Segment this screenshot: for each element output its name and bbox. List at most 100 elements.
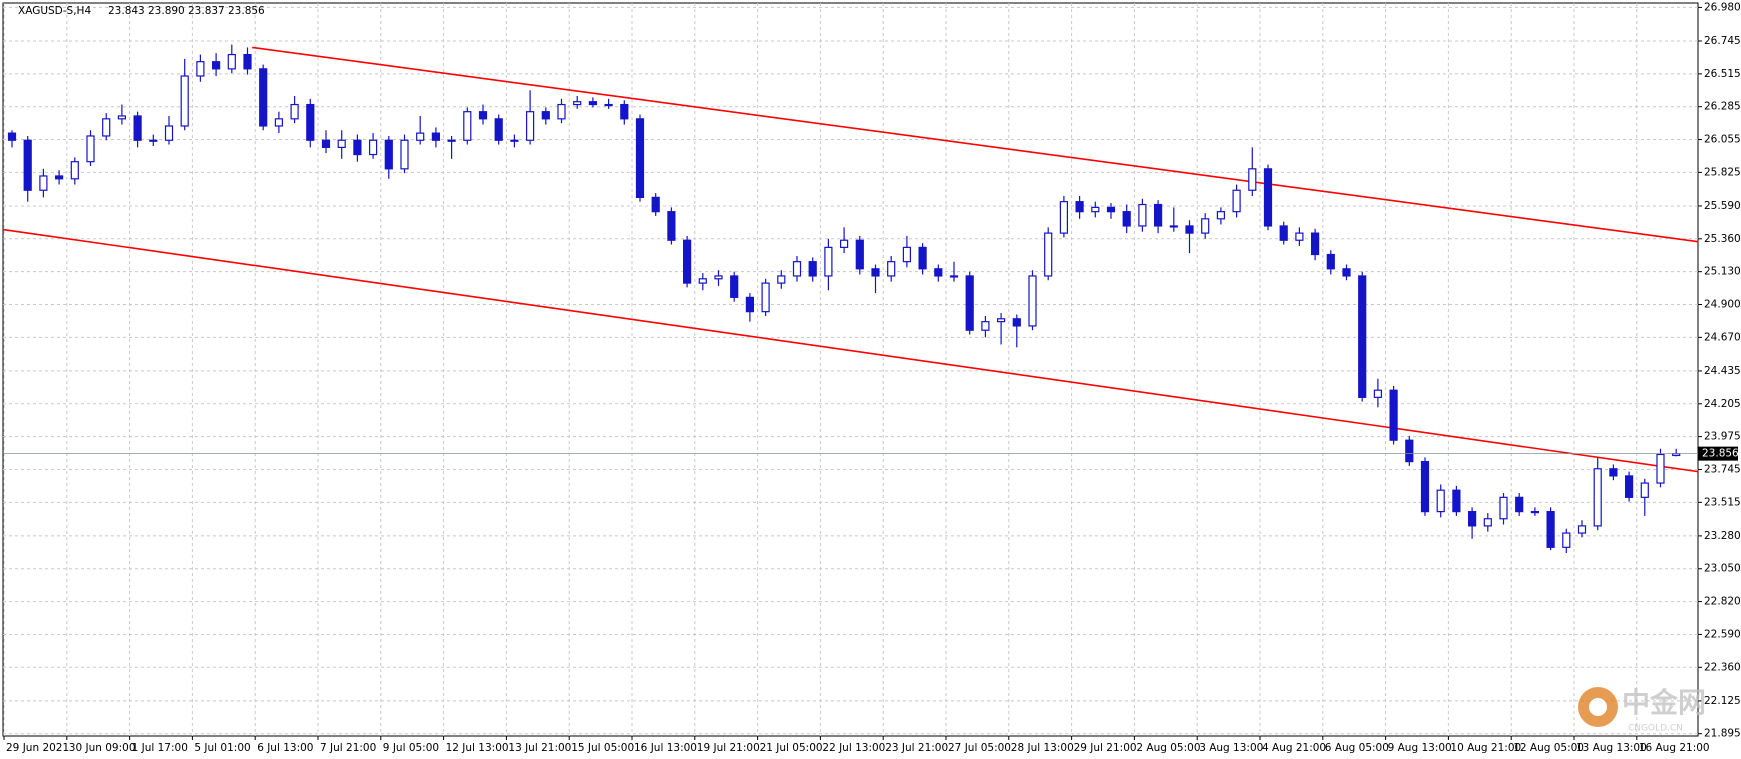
candle-body: [1122, 211, 1131, 227]
candle-body: [1028, 275, 1037, 327]
y-tick-label: 24.205: [1704, 398, 1741, 410]
candle-body: [745, 296, 755, 313]
candle-body: [102, 118, 111, 137]
y-tick-label: 22.590: [1704, 628, 1741, 640]
candle-body: [1138, 203, 1147, 227]
trendline: [2, 228, 1699, 473]
candle-body: [1609, 468, 1618, 477]
candle-body: [1420, 461, 1430, 513]
candle-body: [23, 139, 32, 191]
y-tick-label: 23.975: [1704, 431, 1741, 443]
y-tick-label: 26.285: [1704, 101, 1741, 113]
x-tick-label: 13 Jul 21:00: [508, 742, 571, 754]
y-tick-label: 23.745: [1704, 463, 1741, 475]
candles: [7, 44, 1681, 554]
candle-body: [1326, 253, 1335, 270]
candle-body: [1546, 511, 1555, 548]
candle-body: [1169, 225, 1178, 228]
candle-body: [808, 261, 817, 277]
candle-body: [180, 75, 189, 127]
candle-body: [1044, 232, 1053, 277]
candle-body: [620, 103, 629, 120]
y-tick-label: 26.055: [1704, 134, 1741, 146]
candle-body: [290, 103, 299, 120]
candle-body: [1358, 275, 1367, 398]
candle-body: [839, 239, 849, 248]
candle-body: [761, 282, 770, 313]
x-tick-label: 5 Jul 01:00: [194, 742, 250, 754]
candle-body: [651, 196, 660, 213]
y-tick-label: 26.745: [1704, 35, 1741, 47]
candle-body: [1405, 439, 1414, 463]
candle-body: [259, 68, 268, 127]
x-tick-label: 29 Jul 21:00: [1074, 742, 1137, 754]
x-tick-label: 27 Jul 05:00: [948, 742, 1011, 754]
y-tick-label: 23.280: [1704, 530, 1741, 542]
candle-body: [7, 132, 17, 141]
candle-body: [463, 111, 472, 141]
grid: [3, 3, 1698, 736]
candle-body: [369, 139, 378, 156]
candle-body: [918, 246, 927, 270]
watermark-sub: CNGOLD.CN: [1628, 724, 1683, 734]
x-tick-label: 12 Aug 05:00: [1513, 742, 1584, 754]
last-price-label: 23.856: [1702, 448, 1739, 460]
candle-body: [447, 139, 456, 142]
x-tick-label: 22 Jul 13:00: [822, 742, 885, 754]
candle-body: [227, 53, 236, 70]
candle-body: [588, 101, 598, 106]
candle-body: [667, 211, 676, 241]
x-tick-label: 9 Jul 05:00: [383, 742, 439, 754]
candle-body: [1106, 206, 1116, 213]
candle-body: [792, 261, 802, 277]
x-tick-label: 21 Jul 05:00: [760, 742, 823, 754]
trendline: [252, 46, 1699, 243]
candle-body: [777, 275, 786, 284]
candle-body: [1012, 318, 1021, 327]
candle-body: [149, 139, 158, 142]
candle-body: [86, 135, 95, 163]
candle-body: [541, 111, 550, 120]
y-tick-label: 23.050: [1704, 563, 1741, 575]
y-tick-label: 24.435: [1704, 365, 1741, 377]
candle-body: [1530, 511, 1540, 514]
y-tick-label: 23.515: [1704, 496, 1741, 508]
candle-body: [871, 268, 880, 277]
candle-body: [353, 139, 362, 156]
y-tick-label: 25.825: [1704, 166, 1741, 178]
candle-body: [1562, 532, 1571, 548]
y-tick-label: 22.820: [1704, 596, 1741, 608]
y-tick-label: 25.360: [1704, 233, 1741, 245]
candle-body: [196, 61, 205, 77]
x-tick-label: 30 Jun 09:00: [69, 742, 136, 754]
candle-body: [337, 139, 346, 149]
y-tick-label: 24.900: [1704, 299, 1741, 311]
x-tick-label: 19 Jul 21:00: [697, 742, 760, 754]
y-tick-label: 24.670: [1704, 331, 1741, 343]
candle-body: [1153, 203, 1163, 227]
candle-body: [1185, 225, 1194, 234]
header-value: 23.890: [148, 5, 185, 17]
candle-body: [1295, 232, 1304, 241]
last-price-box: [1698, 446, 1738, 461]
candle-body: [1373, 389, 1383, 398]
candle-body: [1075, 201, 1084, 213]
candle-body: [243, 53, 252, 70]
x-tick-label: 2 Aug 05:00: [1136, 742, 1200, 754]
candle-body: [730, 275, 739, 298]
x-tick-label: 4 Aug 21:00: [1262, 742, 1326, 754]
candle-body: [494, 118, 503, 141]
candle-body: [1640, 482, 1649, 498]
x-tick-label: 6 Jul 13:00: [257, 742, 313, 754]
candle-body: [164, 125, 174, 141]
candle-body: [1201, 218, 1210, 234]
candle-body: [1577, 525, 1587, 534]
y-tick-label: 25.130: [1704, 266, 1741, 278]
candle-body: [1389, 389, 1398, 441]
candle-body: [431, 132, 440, 141]
x-tick-label: 15 Jul 05:00: [571, 742, 634, 754]
candle-body: [212, 61, 221, 70]
candle-body: [510, 139, 519, 142]
x-tick-label: 3 Aug 13:00: [1199, 742, 1263, 754]
axes: 26.980 26.745 26.515 26.285 26.055 25.825 25.5…: [3, 1, 1741, 754]
